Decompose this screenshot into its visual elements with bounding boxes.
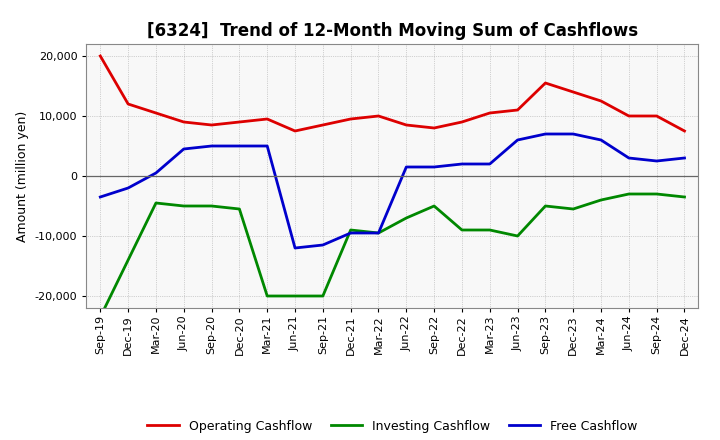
Free Cashflow — [513, 137, 522, 143]
Free Cashflow — [152, 170, 161, 176]
Operating Cashflow — [346, 116, 355, 121]
Investing Cashflow — [680, 194, 689, 200]
Operating Cashflow — [179, 119, 188, 125]
Investing Cashflow — [458, 227, 467, 233]
Free Cashflow — [569, 132, 577, 137]
Free Cashflow — [680, 155, 689, 161]
Investing Cashflow — [569, 206, 577, 212]
Free Cashflow — [179, 147, 188, 152]
Operating Cashflow — [541, 81, 550, 86]
Operating Cashflow — [652, 114, 661, 119]
Free Cashflow — [374, 231, 383, 236]
Operating Cashflow — [263, 116, 271, 121]
Title: [6324]  Trend of 12-Month Moving Sum of Cashflows: [6324] Trend of 12-Month Moving Sum of C… — [147, 22, 638, 40]
Operating Cashflow — [458, 119, 467, 125]
Investing Cashflow — [207, 203, 216, 209]
Free Cashflow — [652, 158, 661, 164]
Operating Cashflow — [291, 128, 300, 134]
Investing Cashflow — [374, 231, 383, 236]
Free Cashflow — [430, 165, 438, 170]
Free Cashflow — [124, 185, 132, 191]
Investing Cashflow — [235, 206, 243, 212]
Free Cashflow — [485, 161, 494, 167]
Investing Cashflow — [152, 200, 161, 205]
Investing Cashflow — [652, 191, 661, 197]
Free Cashflow — [624, 155, 633, 161]
Free Cashflow — [235, 143, 243, 149]
Operating Cashflow — [430, 125, 438, 131]
Investing Cashflow — [263, 293, 271, 299]
Investing Cashflow — [624, 191, 633, 197]
Investing Cashflow — [318, 293, 327, 299]
Operating Cashflow — [318, 122, 327, 128]
Investing Cashflow — [346, 227, 355, 233]
Free Cashflow — [346, 231, 355, 236]
Free Cashflow — [402, 165, 410, 170]
Operating Cashflow — [597, 99, 606, 104]
Investing Cashflow — [430, 203, 438, 209]
Legend: Operating Cashflow, Investing Cashflow, Free Cashflow: Operating Cashflow, Investing Cashflow, … — [143, 414, 642, 437]
Free Cashflow — [263, 143, 271, 149]
Investing Cashflow — [597, 198, 606, 203]
Investing Cashflow — [541, 203, 550, 209]
Investing Cashflow — [513, 233, 522, 238]
Free Cashflow — [597, 137, 606, 143]
Operating Cashflow — [513, 107, 522, 113]
Line: Investing Cashflow: Investing Cashflow — [100, 194, 685, 317]
Free Cashflow — [207, 143, 216, 149]
Operating Cashflow — [207, 122, 216, 128]
Operating Cashflow — [402, 122, 410, 128]
Free Cashflow — [458, 161, 467, 167]
Investing Cashflow — [96, 314, 104, 319]
Operating Cashflow — [235, 119, 243, 125]
Investing Cashflow — [402, 215, 410, 220]
Line: Operating Cashflow: Operating Cashflow — [100, 56, 685, 131]
Operating Cashflow — [624, 114, 633, 119]
Free Cashflow — [96, 194, 104, 200]
Investing Cashflow — [179, 203, 188, 209]
Operating Cashflow — [96, 53, 104, 59]
Y-axis label: Amount (million yen): Amount (million yen) — [16, 110, 30, 242]
Operating Cashflow — [485, 110, 494, 116]
Operating Cashflow — [374, 114, 383, 119]
Operating Cashflow — [152, 110, 161, 116]
Investing Cashflow — [291, 293, 300, 299]
Investing Cashflow — [124, 257, 132, 263]
Investing Cashflow — [485, 227, 494, 233]
Operating Cashflow — [680, 128, 689, 134]
Free Cashflow — [318, 242, 327, 248]
Free Cashflow — [291, 246, 300, 251]
Free Cashflow — [541, 132, 550, 137]
Line: Free Cashflow: Free Cashflow — [100, 134, 685, 248]
Operating Cashflow — [569, 89, 577, 95]
Operating Cashflow — [124, 101, 132, 106]
